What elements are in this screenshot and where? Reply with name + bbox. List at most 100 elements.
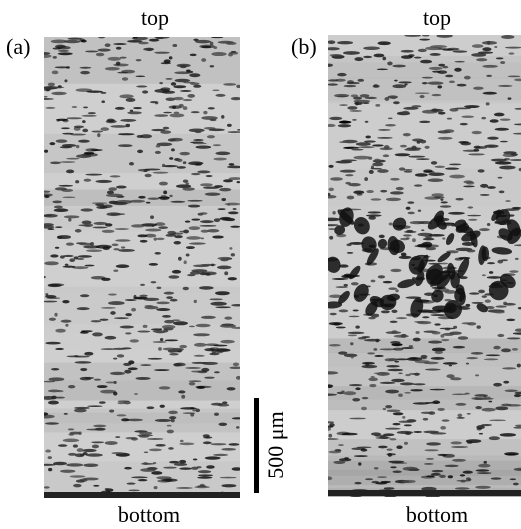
- texture: [455, 223, 470, 233]
- texture: [355, 142, 371, 146]
- texture: [475, 485, 491, 489]
- texture: [195, 39, 211, 44]
- texture: [83, 106, 88, 109]
- texture: [457, 336, 469, 340]
- texture: [50, 39, 68, 44]
- texture: [158, 226, 169, 229]
- texture: [488, 271, 494, 274]
- texture: [382, 407, 387, 411]
- texture: [400, 252, 407, 257]
- texture: [457, 413, 463, 418]
- texture: [493, 112, 505, 117]
- texture: [454, 60, 465, 63]
- texture: [54, 312, 58, 317]
- texture: [393, 101, 400, 105]
- texture: [173, 111, 180, 114]
- texture: [100, 306, 116, 309]
- texture: [437, 48, 451, 50]
- texture: [79, 66, 92, 69]
- texture: [149, 448, 162, 452]
- texture: [152, 171, 169, 174]
- texture: [160, 130, 172, 134]
- texture: [45, 422, 59, 425]
- texture: [513, 394, 521, 398]
- texture: [236, 426, 240, 429]
- texture: [228, 163, 235, 166]
- texture: [104, 335, 117, 340]
- texture: [388, 222, 393, 226]
- texture: [196, 466, 202, 469]
- texture: [60, 319, 72, 323]
- texture: [431, 347, 446, 352]
- texture: [71, 106, 78, 108]
- texture: [431, 70, 441, 73]
- texture: [66, 117, 82, 120]
- texture: [344, 457, 349, 460]
- texture: [467, 206, 474, 209]
- texture: [366, 190, 374, 194]
- texture: [61, 143, 77, 147]
- texture: [446, 374, 455, 379]
- texture: [494, 127, 509, 131]
- texture: [413, 431, 423, 433]
- texture: [229, 366, 240, 370]
- texture: [138, 434, 150, 438]
- texture: [354, 57, 364, 62]
- texture: [387, 368, 404, 372]
- top-label: top: [423, 5, 451, 30]
- texture: [53, 461, 67, 466]
- texture: [199, 212, 208, 215]
- texture: [187, 204, 201, 208]
- texture: [379, 348, 397, 351]
- texture: [501, 259, 508, 262]
- texture: [162, 163, 166, 168]
- texture: [442, 237, 446, 240]
- texture: [501, 348, 512, 353]
- texture: [62, 265, 76, 268]
- texture: [423, 169, 433, 173]
- texture: [365, 135, 371, 139]
- texture: [131, 307, 137, 312]
- texture: [438, 63, 446, 67]
- texture: [82, 128, 89, 133]
- texture: [65, 169, 75, 174]
- texture: [215, 291, 230, 296]
- texture: [476, 325, 481, 329]
- texture: [218, 422, 228, 426]
- texture: [136, 85, 148, 88]
- texture: [446, 117, 453, 120]
- texture: [394, 360, 400, 363]
- texture: [450, 377, 462, 381]
- texture: [168, 410, 178, 415]
- texture: [370, 198, 382, 201]
- texture: [224, 271, 229, 276]
- texture: [87, 112, 96, 115]
- texture: [375, 482, 388, 485]
- texture: [83, 463, 99, 467]
- texture: [131, 224, 145, 228]
- texture: [169, 113, 185, 118]
- texture: [217, 208, 226, 211]
- texture: [230, 50, 237, 53]
- texture: [146, 47, 154, 52]
- texture: [169, 416, 177, 420]
- texture: [328, 433, 333, 438]
- texture: [350, 342, 354, 346]
- texture: [398, 255, 412, 260]
- texture: [228, 443, 240, 446]
- texture: [145, 201, 151, 204]
- texture: [44, 408, 240, 424]
- texture: [332, 210, 336, 215]
- texture: [159, 404, 165, 408]
- texture: [403, 441, 408, 445]
- texture: [347, 106, 358, 110]
- texture: [115, 46, 122, 50]
- texture: [328, 301, 343, 309]
- texture: [173, 240, 182, 245]
- texture: [193, 333, 210, 337]
- texture: [178, 103, 184, 108]
- texture: [504, 389, 518, 393]
- texture: [451, 445, 469, 448]
- texture: [188, 226, 201, 231]
- texture: [179, 90, 192, 92]
